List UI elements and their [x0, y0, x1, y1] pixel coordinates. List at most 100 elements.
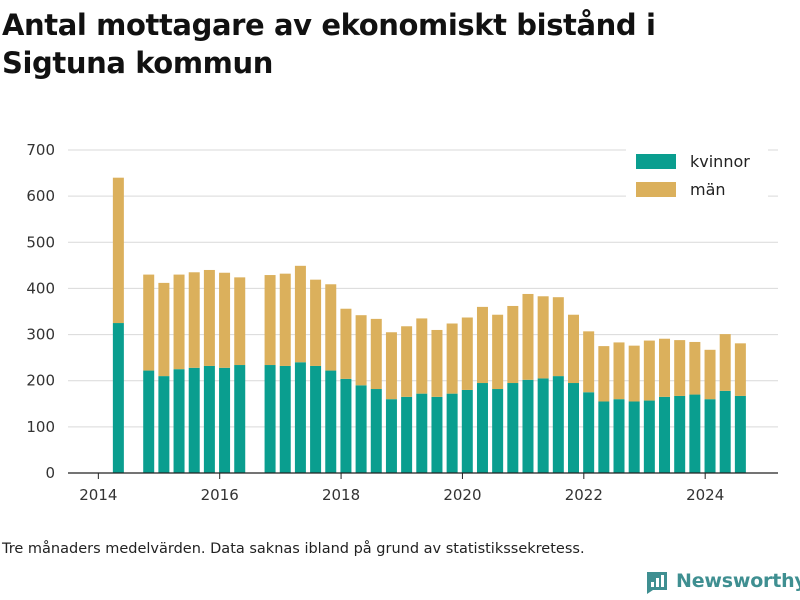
bar-man — [719, 334, 731, 391]
bar-kvinnor — [112, 323, 124, 473]
bar-kvinnor — [310, 365, 322, 473]
bar-man — [294, 265, 306, 363]
bar-kvinnor — [643, 400, 655, 473]
bar-man — [476, 306, 488, 384]
bar-man — [461, 317, 473, 390]
bar-kvinnor — [294, 362, 306, 473]
legend-label: män — [690, 180, 726, 199]
x-tick-label: 2022 — [565, 486, 603, 504]
x-tick-label: 2024 — [686, 486, 724, 504]
y-tick-label: 0 — [45, 464, 55, 482]
bar-kvinnor — [370, 389, 382, 473]
bar-man — [310, 279, 322, 366]
bar-kvinnor — [401, 396, 413, 473]
bar-kvinnor — [188, 367, 200, 473]
x-tick-label: 2014 — [79, 486, 117, 504]
stacked-bar-chart: 0 100 200 300 400 500 600 700 2014 2016 2018 2020 20… — [26, 141, 778, 504]
bar-kvinnor — [431, 396, 443, 473]
x-tick-label: 2016 — [201, 486, 239, 504]
bar-man — [188, 272, 200, 368]
bar-kvinnor — [446, 393, 458, 473]
bar-kvinnor — [598, 401, 610, 473]
y-tick-label: 200 — [26, 372, 55, 390]
bar-man — [340, 308, 352, 379]
legend-label: kvinnor — [690, 152, 750, 171]
bar-man — [552, 297, 564, 377]
bar-kvinnor — [537, 378, 549, 473]
y-tick-label: 500 — [26, 233, 55, 251]
bar-man — [659, 338, 671, 397]
bar-man — [567, 314, 579, 384]
bar-man — [416, 318, 428, 394]
bar-man — [112, 177, 124, 324]
bar-kvinnor — [385, 399, 397, 473]
bar-man — [537, 296, 549, 379]
bar-kvinnor — [219, 367, 231, 473]
bar-man — [385, 332, 397, 400]
bar-man — [264, 275, 276, 366]
bar-kvinnor — [476, 383, 488, 473]
bar-kvinnor — [522, 379, 534, 473]
footnote: Tre månaders medelvärden. Data saknas ib… — [2, 541, 585, 557]
bar-kvinnor — [583, 392, 595, 473]
bar-kvinnor — [659, 396, 671, 473]
bar-kvinnor — [203, 365, 215, 473]
y-tick-label: 100 — [26, 418, 55, 436]
bars — [112, 177, 746, 473]
bar-man — [613, 342, 625, 400]
bar-man — [370, 318, 382, 390]
bar-man — [219, 272, 231, 368]
bar-kvinnor — [143, 370, 155, 473]
bar-man — [583, 331, 595, 393]
bar-man — [143, 274, 155, 371]
legend-swatch — [636, 182, 676, 197]
bar-kvinnor — [567, 383, 579, 473]
bar-kvinnor — [719, 390, 731, 473]
bar-man — [203, 269, 215, 366]
bar-man — [234, 277, 246, 366]
bar-kvinnor — [734, 395, 746, 473]
bar-man — [401, 326, 413, 397]
brand[interactable]: Newsworthy — [644, 568, 800, 594]
bar-man — [492, 314, 504, 390]
bar-kvinnor — [264, 365, 276, 473]
bar-kvinnor — [279, 365, 291, 473]
legend-swatch — [636, 154, 676, 169]
x-tick-label: 2020 — [443, 486, 481, 504]
y-tick-label: 600 — [26, 187, 55, 205]
x-tick-label: 2018 — [322, 486, 360, 504]
bar-man — [734, 343, 746, 396]
bar-kvinnor — [325, 370, 337, 473]
bar-kvinnor — [628, 401, 640, 473]
brand-name: Newsworthy — [676, 570, 800, 592]
legend: kvinnor män — [626, 148, 768, 200]
y-tick-label: 400 — [26, 279, 55, 297]
bar-man — [507, 305, 519, 384]
bar-man — [704, 349, 716, 400]
bar-man — [674, 340, 686, 396]
y-tick-label: 700 — [26, 141, 55, 159]
bar-man — [522, 293, 534, 380]
newsworthy-logo-icon — [647, 572, 667, 594]
bar-man — [643, 340, 655, 401]
bar-kvinnor — [704, 399, 716, 473]
bar-kvinnor — [461, 389, 473, 473]
bar-kvinnor — [507, 383, 519, 473]
bar-man — [689, 341, 701, 395]
bar-kvinnor — [552, 376, 564, 473]
bar-man — [279, 273, 291, 366]
bar-kvinnor — [355, 385, 367, 473]
bar-kvinnor — [613, 399, 625, 473]
bar-man — [446, 323, 458, 394]
bar-man — [628, 345, 640, 402]
bar-kvinnor — [674, 395, 686, 473]
bar-man — [598, 346, 610, 402]
bar-kvinnor — [340, 378, 352, 473]
y-tick-label: 300 — [26, 326, 55, 344]
bar-man — [355, 315, 367, 386]
bar-kvinnor — [158, 376, 170, 473]
bar-man — [173, 274, 185, 370]
bar-kvinnor — [234, 365, 246, 473]
bar-man — [158, 282, 170, 377]
axes: 0 100 200 300 400 500 600 700 2014 2016 2018 2020 20… — [26, 141, 778, 504]
